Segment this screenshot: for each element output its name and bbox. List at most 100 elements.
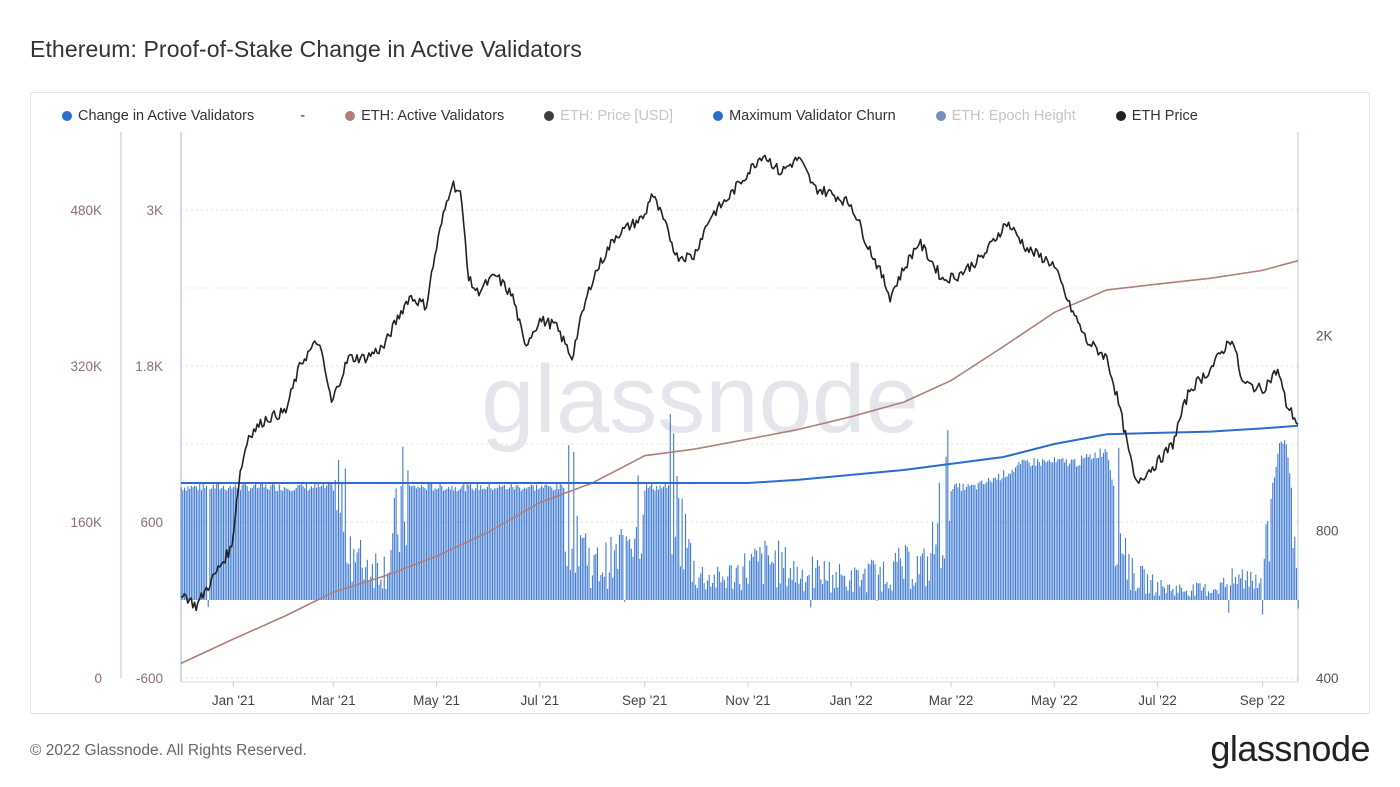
change-bar [1116, 564, 1118, 600]
change-bar [1020, 464, 1022, 600]
change-bar [759, 547, 761, 600]
change-bar [722, 576, 724, 600]
page-title: Ethereum: Proof-of-Stake Change in Activ… [30, 36, 582, 62]
legend-item[interactable]: - [300, 108, 305, 124]
change-bar [857, 570, 859, 600]
change-bar [866, 592, 868, 600]
change-bar [627, 541, 629, 600]
change-bar [1060, 459, 1062, 600]
change-bar [921, 553, 923, 600]
change-bar [547, 486, 549, 600]
change-bar [1231, 568, 1233, 600]
change-bar [926, 556, 929, 600]
change-bar [955, 483, 957, 600]
change-bar [701, 566, 703, 600]
change-bar [463, 484, 465, 600]
change-bar [588, 547, 590, 600]
change-bar [674, 536, 676, 600]
change-bar [830, 592, 832, 600]
change-bar [502, 485, 504, 600]
change-bar [359, 539, 362, 600]
change-bar [840, 574, 842, 600]
change-bar [185, 490, 187, 600]
change-bar [1190, 590, 1193, 600]
legend-item[interactable]: Maximum Validator Churn [713, 108, 896, 124]
change-bar [1055, 462, 1057, 600]
change-bar [778, 540, 780, 600]
change-bar [613, 550, 615, 600]
change-bar [546, 484, 548, 600]
change-bar [720, 582, 722, 600]
change-bar [321, 485, 323, 600]
legend-item[interactable]: ETH: Epoch Height [935, 108, 1076, 124]
change-bar [940, 568, 942, 600]
change-bar [612, 577, 614, 600]
change-bar [915, 582, 917, 600]
change-bar [788, 578, 790, 600]
change-tick-label: 600 [140, 515, 163, 530]
change-bar [732, 588, 734, 600]
change-bar [1233, 583, 1235, 600]
change-bar [305, 483, 307, 600]
change-bar [341, 483, 343, 600]
change-bar [661, 488, 663, 600]
change-bar [1102, 453, 1105, 600]
x-tick-label: Mar '21 [311, 693, 356, 708]
change-bar [295, 487, 297, 600]
change-bar [585, 533, 587, 600]
change-bar [669, 414, 671, 600]
change-bar [1272, 482, 1274, 600]
legend-item[interactable]: ETH Price [1115, 108, 1198, 124]
change-bar [517, 485, 519, 600]
legend-label: ETH: Active Validators [361, 108, 505, 124]
change-bar [187, 486, 189, 600]
change-bar [1141, 565, 1143, 600]
change-bar [451, 485, 453, 600]
legend-item[interactable]: ETH: Price [USD] [544, 108, 673, 124]
change-bar [945, 456, 947, 600]
change-bar [1265, 524, 1267, 600]
change-bar [400, 485, 402, 600]
change-bar [815, 567, 817, 600]
change-bar [304, 488, 306, 600]
change-bar [297, 484, 299, 600]
change-bar [772, 563, 775, 600]
change-bar [473, 490, 475, 600]
change-bar [1045, 462, 1047, 600]
legend-item[interactable]: Change in Active Validators [62, 108, 254, 124]
change-bar [414, 486, 416, 600]
change-bar [1187, 595, 1189, 600]
change-bar [224, 489, 226, 600]
change-bar [932, 521, 934, 600]
change-bar [696, 588, 698, 600]
change-bar [844, 575, 846, 600]
change-bar [899, 558, 901, 600]
change-bar [764, 540, 766, 600]
change-bar [525, 488, 527, 600]
change-bar [336, 510, 338, 600]
change-bar [996, 479, 998, 600]
change-bar [1280, 441, 1282, 600]
change-bar [869, 564, 871, 600]
change-bar [923, 548, 925, 600]
legend-dot-icon [935, 111, 946, 121]
change-bar [302, 485, 304, 600]
change-bar [241, 484, 243, 600]
change-bar [195, 486, 197, 600]
change-bar [581, 538, 583, 600]
change-bar [935, 544, 937, 600]
change-bar [838, 564, 841, 600]
change-bar [1003, 470, 1005, 600]
change-bar [977, 483, 979, 600]
change-bar [798, 583, 800, 600]
change-bar [871, 559, 873, 600]
legend-item[interactable]: ETH: Active Validators [345, 108, 504, 124]
change-bar [409, 485, 411, 600]
change-bar [644, 490, 646, 600]
change-bar [894, 552, 896, 600]
change-bar [1241, 569, 1243, 600]
change-bar [182, 490, 184, 600]
change-bar [1236, 584, 1238, 600]
change-bar [209, 489, 211, 600]
